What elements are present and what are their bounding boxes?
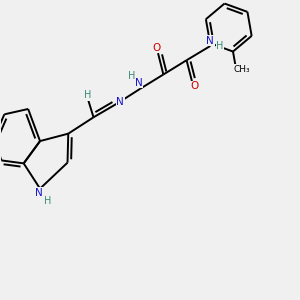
Text: O: O [152,43,161,53]
Text: N: N [135,78,142,88]
Text: H: H [216,41,224,51]
Text: H: H [44,196,52,206]
Text: N: N [35,188,42,198]
Text: H: H [84,90,91,100]
Text: N: N [206,36,214,46]
Text: CH₃: CH₃ [234,64,250,74]
Text: N: N [116,97,124,106]
Text: O: O [191,81,199,92]
Text: H: H [128,71,135,81]
